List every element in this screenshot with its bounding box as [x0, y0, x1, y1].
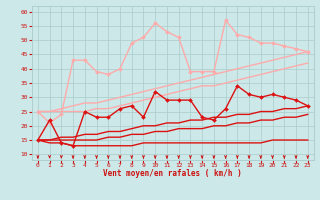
X-axis label: Vent moyen/en rafales ( km/h ): Vent moyen/en rafales ( km/h )	[103, 169, 242, 178]
